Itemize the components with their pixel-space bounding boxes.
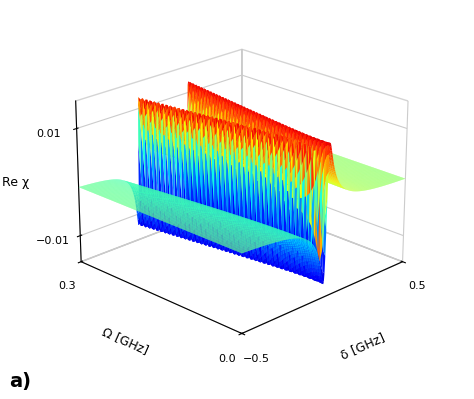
Y-axis label: Ω [GHz]: Ω [GHz] [100,326,150,358]
X-axis label: δ [GHz]: δ [GHz] [338,331,387,362]
Text: a): a) [9,372,31,391]
